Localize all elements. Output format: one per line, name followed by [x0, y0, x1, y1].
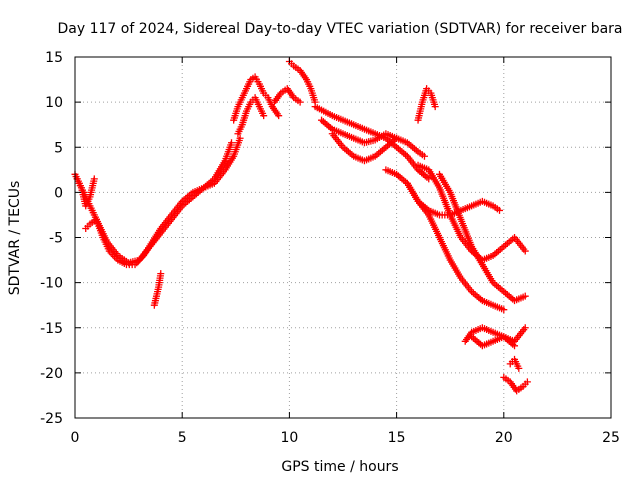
- data-layer: [71, 58, 531, 395]
- data-point: [515, 364, 523, 372]
- data-series: [230, 73, 283, 124]
- data-point: [90, 175, 98, 183]
- x-tick-label: 15: [388, 430, 406, 446]
- x-axis-label: GPS time / hours: [281, 459, 398, 475]
- data-point: [521, 292, 529, 300]
- data-point: [420, 152, 428, 160]
- y-tick-label: -10: [40, 276, 63, 292]
- x-tick-labels: 0 5 10 15 20 25: [71, 430, 620, 446]
- data-point: [511, 342, 519, 350]
- data-point: [521, 324, 529, 332]
- x-tick-label: 25: [602, 430, 620, 446]
- tick-layer: [74, 56, 612, 419]
- data-series: [71, 139, 236, 269]
- data-point: [425, 175, 433, 183]
- data-series: [73, 175, 98, 210]
- data-point: [521, 247, 529, 255]
- y-tick-label: -25: [40, 411, 63, 427]
- data-point: [393, 134, 401, 142]
- data-series: [270, 85, 304, 106]
- x-tick-label: 0: [71, 430, 80, 446]
- data-series: [285, 58, 319, 106]
- x-tick-label: 5: [178, 430, 187, 446]
- data-series: [500, 373, 531, 395]
- chart-title: Day 117 of 2024, Sidereal Day-to-day VTE…: [57, 21, 622, 37]
- y-tick-label: 10: [45, 95, 63, 111]
- data-series: [403, 179, 508, 314]
- data-series: [468, 333, 519, 350]
- data-point: [500, 306, 508, 314]
- data-point: [431, 103, 439, 111]
- data-series: [234, 94, 268, 138]
- data-series: [328, 130, 401, 165]
- data-point: [523, 378, 531, 386]
- data-point: [275, 112, 283, 120]
- y-tick-label: 0: [54, 185, 63, 201]
- data-series: [435, 170, 529, 305]
- data-point: [496, 206, 504, 214]
- data-series: [82, 134, 244, 267]
- data-point: [228, 139, 236, 147]
- y-tick-label: 5: [54, 140, 63, 156]
- data-point: [296, 98, 304, 106]
- x-tick-label: 20: [495, 430, 513, 446]
- data-point: [157, 270, 165, 278]
- y-tick-labels: -25 -20 -15 -10 -5 0 5 10 15: [40, 50, 63, 427]
- y-tick-label: 15: [45, 50, 63, 66]
- data-series: [414, 85, 439, 124]
- data-series: [506, 355, 523, 372]
- x-tick-label: 10: [280, 430, 298, 446]
- data-point: [236, 134, 244, 142]
- y-tick-label: -15: [40, 321, 63, 337]
- y-tick-label: -5: [49, 231, 63, 247]
- data-series: [311, 103, 433, 183]
- data-series: [150, 270, 165, 309]
- y-tick-label: -20: [40, 366, 63, 382]
- data-point: [260, 112, 268, 120]
- y-axis-label: SDTVAR / TECUs: [7, 181, 23, 296]
